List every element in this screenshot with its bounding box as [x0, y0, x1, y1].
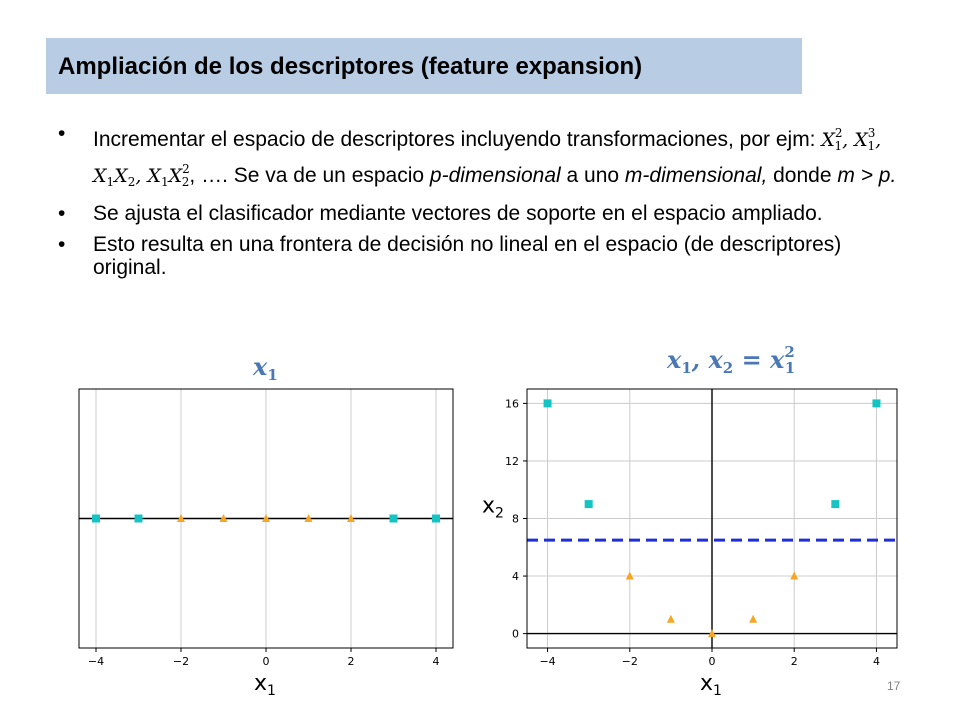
- chart1-xtick-label: 4: [433, 655, 440, 668]
- bullet-1-p-dim: p-dimensional: [429, 164, 561, 187]
- chart2-ylabel: x2: [482, 494, 504, 522]
- bullet-1-text-c: a uno: [560, 164, 625, 187]
- formula-terms: X21, X31, X1X2, X1X22: [93, 126, 882, 189]
- chart2-point-square: [584, 500, 593, 509]
- right-chart-title: x1, x2 = x21: [667, 343, 796, 377]
- chart2-xtick-label: −4: [539, 655, 555, 668]
- bullet-1-text-d: donde: [767, 164, 838, 187]
- chart2-point-triangle: [749, 614, 758, 623]
- chart2-ytick-label: 0: [512, 628, 519, 641]
- chart1-point-square: [389, 514, 398, 523]
- title-bar: Ampliación de los descriptores (feature …: [46, 38, 802, 94]
- chart2-ytick-label: 4: [512, 570, 519, 583]
- bullet-item-2: Se ajusta el clasificador mediante vecto…: [58, 202, 908, 225]
- chart2-xtick-label: 4: [873, 655, 880, 668]
- chart2-ytick-label: 16: [505, 397, 519, 410]
- chart1-point-square: [92, 514, 100, 523]
- chart2-point-square: [543, 399, 552, 408]
- chart1-xtick-label: 0: [263, 655, 270, 668]
- chart2-point-triangle: [666, 614, 675, 623]
- slide-title: Ampliación de los descriptores (feature …: [58, 53, 643, 80]
- chart2-point-triangle: [708, 629, 716, 638]
- chart2-ytick-label: 12: [505, 455, 519, 468]
- chart1-point-triangle: [177, 514, 185, 522]
- bullet-1-ellipsis: , ….: [189, 164, 228, 187]
- chart2-point-triangle: [625, 571, 634, 580]
- chart1-point-triangle: [262, 514, 270, 522]
- chart2-xlabel: x1: [700, 671, 722, 699]
- chart2-ytick-label: 8: [512, 513, 519, 526]
- chart2-point-square: [872, 399, 881, 408]
- bullet-item-3: Esto resulta en una frontera de decisión…: [58, 233, 908, 279]
- chart1-point-triangle: [347, 514, 355, 522]
- chart2-xtick-label: 2: [791, 655, 798, 668]
- chart1-xtick-label: −4: [88, 655, 104, 668]
- chart2-point-square: [831, 500, 840, 509]
- chart2-point-triangle: [790, 571, 799, 580]
- left-chart-title: x1: [253, 352, 278, 384]
- chart2-xtick-label: 0: [709, 655, 716, 668]
- bullet-1-text-b: Se va de un espacio: [227, 164, 430, 187]
- chart1-point-triangle: [219, 514, 228, 522]
- bullet-1-condition: m > p.: [837, 164, 897, 187]
- bullet-1-text-a: Incrementar el espacio de descriptores i…: [93, 128, 822, 151]
- chart2-xtick-label: −2: [622, 655, 638, 668]
- chart1-point-triangle: [304, 514, 313, 522]
- bullet-list: Incrementar el espacio de descriptores i…: [58, 122, 908, 287]
- chart1-point-square: [134, 514, 143, 523]
- bullet-item-1: Incrementar el espacio de descriptores i…: [58, 122, 908, 194]
- chart1-point-square: [432, 514, 440, 523]
- chart1-xtick-label: −2: [173, 655, 189, 668]
- chart1-xtick-label: 2: [348, 655, 355, 668]
- page-number: 17: [887, 679, 901, 693]
- bullet-1-m-dim: m-dimensional,: [624, 164, 768, 187]
- chart1-xlabel: x1: [254, 671, 276, 699]
